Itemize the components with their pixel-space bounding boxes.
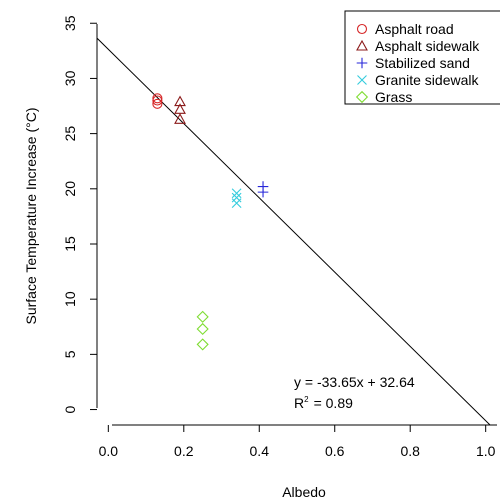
legend-label: Asphalt sidewalk [375, 38, 480, 54]
data-point [174, 95, 186, 107]
r-squared-exponent: 2 [304, 395, 309, 404]
r-squared-value: = 0.89 [314, 395, 354, 411]
x-ticks: 0.0 0.2 0.4 0.6 0.8 1.0 [99, 425, 496, 459]
x-tick-label: 0.2 [174, 443, 194, 459]
legend-label: Grass [375, 89, 412, 105]
y-axis-title: Surface Temperature Increase (°C) [23, 108, 39, 325]
x-tick-label: 0.0 [99, 443, 119, 459]
data-point [152, 98, 163, 109]
data-points [152, 93, 269, 351]
y-tick-label: 0 [62, 405, 78, 413]
r-squared-symbol: R [294, 395, 304, 411]
y-tick-label: 25 [62, 126, 78, 142]
y-tick-label: 10 [62, 291, 78, 307]
legend-marker-icon [356, 23, 368, 35]
regression-equation: y = -33.65x + 32.64 [294, 374, 415, 390]
y-tick-label: 15 [62, 236, 78, 252]
x-tick-label: 0.8 [400, 443, 420, 459]
legend-marker-icon [355, 90, 369, 104]
data-point [174, 113, 186, 124]
legend-label: Granite sidewalk [375, 72, 479, 88]
data-point [196, 338, 209, 351]
y-tick-label: 20 [62, 181, 78, 197]
legend-label: Asphalt road [375, 21, 454, 37]
regression-line [97, 37, 491, 425]
x-tick-label: 0.6 [325, 443, 345, 459]
legend-marker-icon [356, 39, 368, 51]
data-point [231, 188, 242, 199]
data-point [152, 93, 163, 104]
r-squared-label: R2 = 0.89 [294, 395, 353, 411]
legend-box [344, 10, 500, 105]
legend-marker-icon [356, 57, 368, 69]
legend-marker-icon [357, 75, 367, 85]
y-ticks: 0 5 10 15 20 25 30 35 [62, 15, 97, 413]
y-tick-label: 30 [62, 70, 78, 86]
y-tick-label: 35 [62, 15, 78, 31]
data-point [152, 95, 163, 106]
data-point [231, 198, 242, 209]
data-point [231, 192, 242, 203]
y-tick-label: 5 [62, 350, 78, 358]
x-tick-label: 1.0 [476, 443, 496, 459]
x-tick-label: 0.4 [250, 443, 270, 459]
x-axis-title: Albedo [282, 484, 326, 500]
legend-label: Stabilized sand [375, 55, 470, 71]
data-point [196, 310, 209, 323]
data-point [257, 186, 269, 198]
data-point [196, 322, 209, 336]
